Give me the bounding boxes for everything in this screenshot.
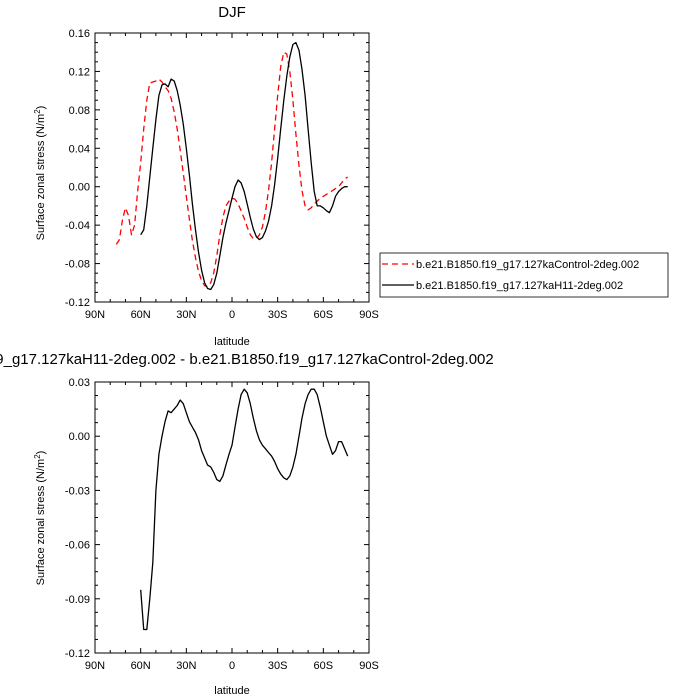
bottom-y-axis-label-end: ) bbox=[35, 451, 47, 455]
top-y-tick-label: 0.04 bbox=[69, 143, 90, 155]
top-plot-frame bbox=[94, 32, 370, 303]
legend-label-h11: b.e21.B1850.f19_g17.127kaH11-2deg.002 bbox=[416, 280, 623, 292]
bottom-y-tick-label: -0.06 bbox=[65, 540, 90, 552]
bottom-x-tick-label: 30N bbox=[176, 660, 196, 672]
bottom-x-tick-label: 30S bbox=[268, 660, 288, 672]
bottom-y-tick-label: 0.03 bbox=[69, 377, 90, 389]
bottom-plot-frame bbox=[94, 381, 370, 654]
bottom-chart-title: 0.f19_g17.127kaH11-2deg.002 - b.e21.B185… bbox=[0, 351, 494, 368]
legend: b.e21.B1850.f19_g17.127kaControl-2deg.00… bbox=[379, 252, 669, 298]
top-y-tick-label: 0.08 bbox=[69, 105, 90, 117]
bottom-x-tick-label: 60S bbox=[314, 660, 334, 672]
top-y-tick-label: 0.12 bbox=[69, 66, 90, 78]
panel-bottom: 0.f19_g17.127kaH11-2deg.002 - b.e21.B185… bbox=[0, 351, 494, 697]
top-y-tick-label: -0.08 bbox=[65, 259, 90, 271]
top-x-tick-label: 60N bbox=[131, 309, 151, 321]
top-x-tick-label: 30S bbox=[268, 309, 288, 321]
top-chart-title: DJF bbox=[218, 4, 246, 21]
bottom-y-axis-label-main: Surface zonal stress (N/m bbox=[35, 459, 47, 586]
bottom-series-line-0 bbox=[140, 388, 349, 631]
top-y-tick-label: 0.00 bbox=[69, 182, 90, 194]
bottom-y-tick-label: -0.12 bbox=[65, 648, 90, 660]
top-x-tick-label: 90N bbox=[85, 309, 105, 321]
top-y-tick-label: 0.16 bbox=[69, 28, 90, 40]
top-x-axis-label: latitude bbox=[214, 336, 249, 348]
top-plot-area: 90N 60N 30N 0 30S 60S 90S -0.12 -0.08 -0.04 0.00 0.… bbox=[65, 28, 379, 321]
bottom-x-tick-label: 90S bbox=[359, 660, 379, 672]
top-y-axis-label-end: ) bbox=[35, 106, 47, 110]
bottom-y-axis-label: Surface zonal stress (N/m2) bbox=[33, 451, 47, 586]
top-x-tick-label: 30N bbox=[176, 309, 196, 321]
bottom-y-tick-label: -0.09 bbox=[65, 594, 90, 606]
bottom-y-axis-label-sup: 2 bbox=[33, 454, 42, 459]
top-y-axis-label-main: Surface zonal stress (N/m bbox=[35, 114, 47, 241]
top-y-tick-label: -0.04 bbox=[65, 220, 90, 232]
bottom-x-tick-label: 90N bbox=[85, 660, 105, 672]
bottom-x-tick-label: 0 bbox=[229, 660, 235, 672]
bottom-y-tick-label: -0.03 bbox=[65, 485, 90, 497]
panel-top: DJF 90N 60N 30N 0 30S 60S 90S -0.12 -0.08 -0.04 0.… bbox=[33, 4, 669, 348]
bottom-x-axis-label: latitude bbox=[214, 685, 249, 697]
top-x-tick-label: 0 bbox=[229, 309, 235, 321]
legend-box bbox=[379, 252, 669, 298]
top-y-tick-label: -0.12 bbox=[65, 297, 90, 309]
top-series-line-0 bbox=[115, 51, 349, 288]
top-x-tick-label: 90S bbox=[359, 309, 379, 321]
top-y-axis-label: Surface zonal stress (N/m2) bbox=[33, 106, 47, 241]
legend-label-control: b.e21.B1850.f19_g17.127kaControl-2deg.00… bbox=[416, 259, 639, 271]
bottom-plot-area: 90N 60N 30N 0 30S 60S 90S -0.12 -0.09 -0.06 -0.03 0… bbox=[65, 377, 379, 672]
top-x-tick-label: 60S bbox=[314, 309, 334, 321]
bottom-x-tick-label: 60N bbox=[131, 660, 151, 672]
top-y-axis-label-sup: 2 bbox=[33, 109, 42, 114]
top-series-line-1 bbox=[140, 41, 348, 291]
bottom-y-tick-label: 0.00 bbox=[69, 431, 90, 443]
